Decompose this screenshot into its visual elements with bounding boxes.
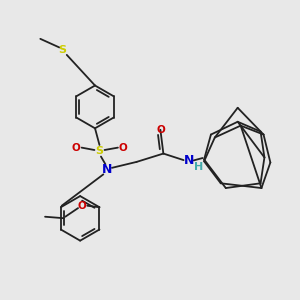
Text: O: O <box>78 201 87 211</box>
Text: N: N <box>184 154 194 167</box>
Text: O: O <box>72 142 81 153</box>
Text: O: O <box>156 125 165 135</box>
Text: N: N <box>102 163 112 176</box>
Text: S: S <box>95 146 104 157</box>
Text: S: S <box>58 45 66 56</box>
Text: H: H <box>194 162 203 172</box>
Text: O: O <box>119 142 128 153</box>
